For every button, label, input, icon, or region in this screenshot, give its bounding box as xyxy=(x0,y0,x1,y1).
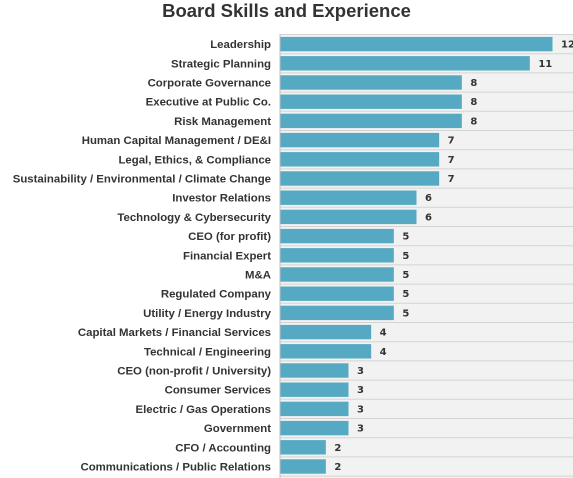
data-label-investor-relations: 6 xyxy=(425,193,432,204)
bar-cfo-accounting xyxy=(280,440,326,455)
category-label-communications-public-relations: Communications / Public Relations xyxy=(80,462,271,474)
category-label-financial-expert: Financial Expert xyxy=(183,250,271,262)
bar-ceo-for-profit xyxy=(280,228,394,244)
gridlines xyxy=(280,34,573,477)
category-label-human-capital-management-deandi: Human Capital Management / DE&I xyxy=(82,135,271,147)
bar-capital-markets-financial-services xyxy=(280,324,372,340)
data-label-technical-engineering: 4 xyxy=(380,347,387,358)
category-label-electric-gas-operations: Electric / Gas Operations xyxy=(136,404,271,416)
bar-human-capital-management-deandi xyxy=(280,132,440,148)
category-label-capital-markets-financial-services: Capital Markets / Financial Services xyxy=(78,327,271,339)
bar-government xyxy=(280,420,349,436)
bar-electric-gas-operations xyxy=(280,401,349,417)
category-label-strategic-planning: Strategic Planning xyxy=(171,58,271,70)
bar-strategic-planning xyxy=(280,56,530,71)
bar-sustainability-environmental-climate-change xyxy=(280,171,440,186)
category-label-utility-energy-industry: Utility / Energy Industry xyxy=(143,308,272,320)
category-label-executive-at-public-co: Executive at Public Co. xyxy=(146,97,271,109)
category-label-technology-and-cybersecurity: Technology & Cybersecurity xyxy=(117,212,271,224)
bar-risk-management xyxy=(280,113,462,129)
bar-financial-expert xyxy=(280,248,394,263)
data-label-electric-gas-operations: 3 xyxy=(357,404,364,415)
category-label-government: Government xyxy=(204,423,271,435)
data-label-utility-energy-industry: 5 xyxy=(402,308,409,319)
bar-technology-and-cybersecurity xyxy=(280,209,417,225)
data-label-human-capital-management-deandi: 7 xyxy=(448,136,455,147)
category-label-leadership: Leadership xyxy=(210,39,271,51)
bars xyxy=(280,36,553,474)
data-label-technology-and-cybersecurity: 6 xyxy=(425,212,432,223)
data-label-cfo-accounting: 2 xyxy=(334,443,341,454)
bar-investor-relations xyxy=(280,190,417,205)
data-label-consumer-services: 3 xyxy=(357,385,364,396)
bar-regulated-company xyxy=(280,286,394,301)
bar-leadership xyxy=(280,36,553,52)
data-label-corporate-governance: 8 xyxy=(470,78,477,89)
chart-title: Board Skills and Experience xyxy=(162,0,411,21)
bar-corporate-governance xyxy=(280,75,462,90)
bar-legal-ethics-and-compliance xyxy=(280,152,440,167)
bar-communications-public-relations xyxy=(280,459,326,474)
category-labels: Leadership Strategic Planning Corporate Go… xyxy=(13,39,272,473)
data-label-capital-markets-financial-services: 4 xyxy=(380,328,387,339)
category-label-ceo-non-profit-university: CEO (non-profit / University) xyxy=(117,366,271,378)
data-label-executive-at-public-co: 8 xyxy=(470,97,477,108)
category-label-ceo-for-profit: CEO (for profit) xyxy=(188,231,271,243)
category-label-investor-relations: Investor Relations xyxy=(172,193,271,205)
category-label-risk-management: Risk Management xyxy=(174,116,271,128)
data-label-leadership: 12 xyxy=(561,40,573,51)
bar-utility-energy-industry xyxy=(280,305,394,321)
data-label-strategic-planning: 11 xyxy=(538,59,552,70)
category-label-regulated-company: Regulated Company xyxy=(161,289,272,301)
data-label-regulated-company: 5 xyxy=(402,289,409,300)
category-label-technical-engineering: Technical / Engineering xyxy=(144,346,271,358)
category-label-legal-ethics-and-compliance: Legal, Ethics, & Compliance xyxy=(118,154,271,166)
category-label-consumer-services: Consumer Services xyxy=(165,385,271,397)
data-label-sustainability-environmental-climate-change: 7 xyxy=(448,174,455,185)
data-label-ceo-non-profit-university: 3 xyxy=(357,366,364,377)
data-label-communications-public-relations: 2 xyxy=(334,462,341,473)
bar-manda xyxy=(280,267,394,282)
data-label-legal-ethics-and-compliance: 7 xyxy=(448,155,455,166)
bar-consumer-services xyxy=(280,382,349,397)
data-label-financial-expert: 5 xyxy=(402,251,409,262)
category-label-cfo-accounting: CFO / Accounting xyxy=(175,442,271,454)
bar-technical-engineering xyxy=(280,344,372,359)
category-label-sustainability-environmental-climate-change: Sustainability / Environmental / Climate… xyxy=(13,174,271,186)
data-label-ceo-for-profit: 5 xyxy=(402,232,409,243)
data-labels: 12 11 8 8 8 7 7 7 6 6 5 5 5 5 5 4 4 3 3 3 3 2 2 xyxy=(334,40,573,473)
bar-executive-at-public-co xyxy=(280,94,462,109)
category-label-manda: M&A xyxy=(245,270,271,282)
category-label-corporate-governance: Corporate Governance xyxy=(148,78,271,90)
bar-ceo-non-profit-university xyxy=(280,363,349,378)
data-label-manda: 5 xyxy=(402,270,409,281)
data-label-risk-management: 8 xyxy=(470,116,477,127)
data-label-government: 3 xyxy=(357,424,364,435)
